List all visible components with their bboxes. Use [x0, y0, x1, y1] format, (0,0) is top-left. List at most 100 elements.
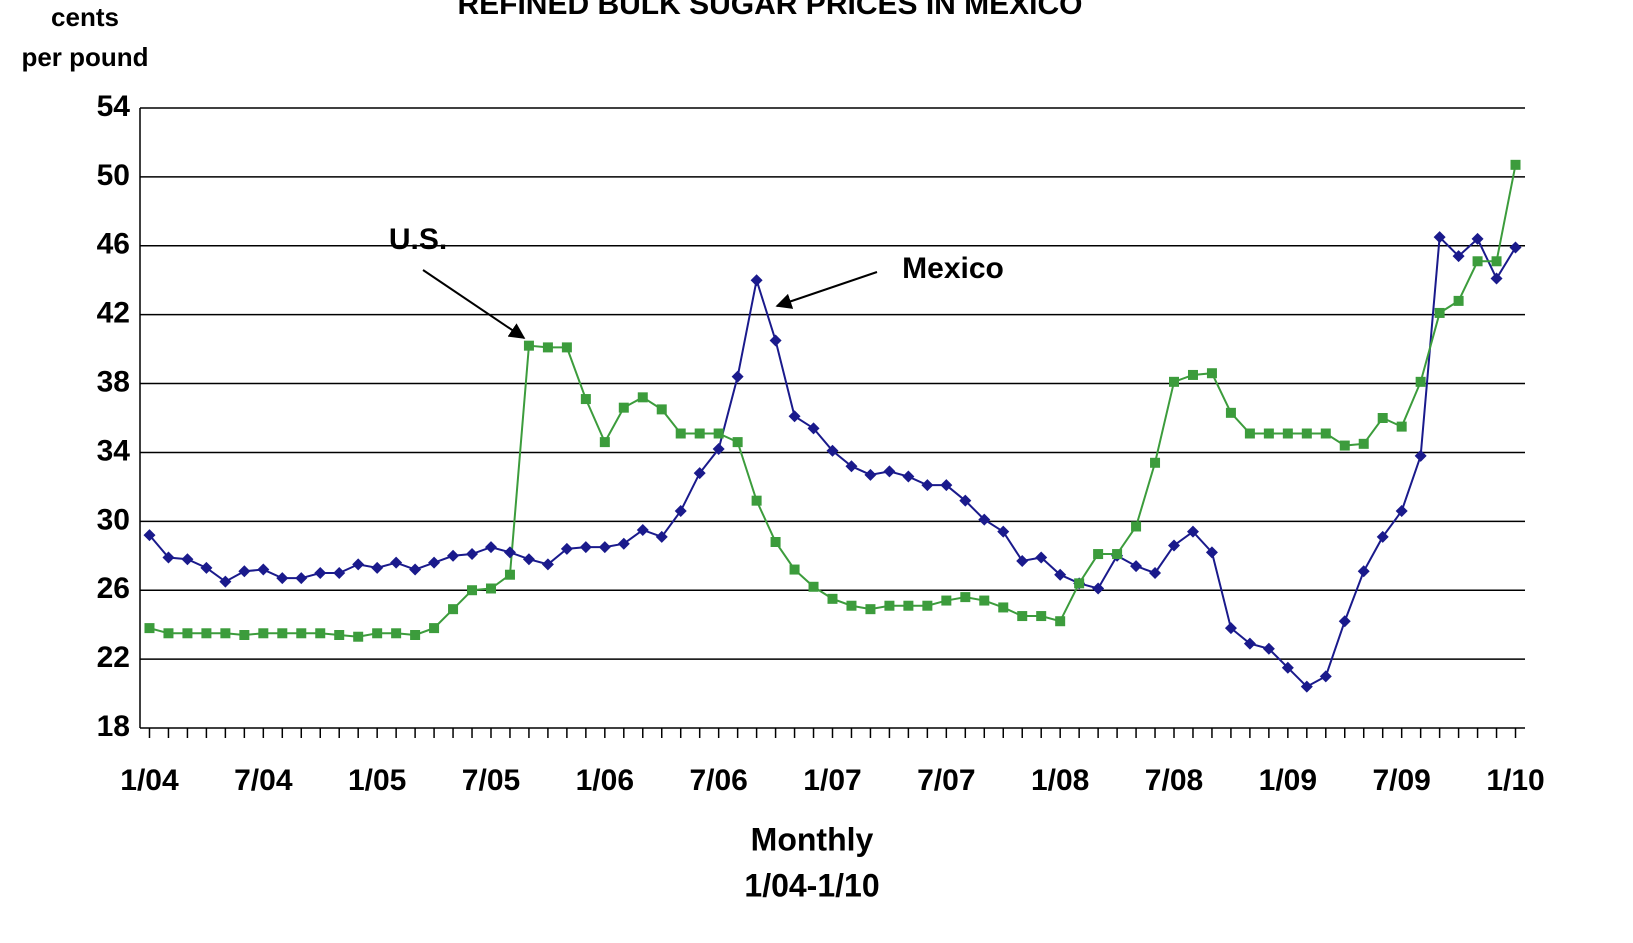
data-point	[353, 631, 364, 642]
data-point	[732, 437, 743, 448]
data-point	[694, 428, 705, 439]
data-point	[219, 575, 232, 588]
data-point	[143, 529, 156, 542]
data-point	[410, 630, 421, 640]
data-point	[902, 470, 915, 483]
data-point	[1377, 413, 1388, 423]
data-point	[258, 628, 269, 639]
data-point	[978, 513, 991, 526]
data-point	[1395, 505, 1408, 517]
x-tick-label: 7/06	[689, 764, 747, 797]
data-point	[541, 558, 554, 571]
data-point	[1433, 231, 1446, 244]
data-point	[1243, 637, 1256, 650]
data-point	[675, 428, 686, 439]
annotation: U.S.	[389, 223, 447, 256]
data-point	[1471, 232, 1484, 245]
data-point	[1150, 457, 1161, 468]
data-point	[789, 564, 800, 575]
y-tick-label: 54	[97, 90, 131, 123]
y-tick-label: 18	[97, 710, 130, 743]
data-point	[751, 495, 762, 506]
data-point	[1453, 295, 1464, 306]
data-point	[903, 600, 914, 611]
data-point	[979, 595, 990, 606]
data-point	[1112, 549, 1123, 560]
data-point	[846, 600, 857, 611]
data-point	[1301, 428, 1312, 439]
data-point	[1490, 272, 1503, 285]
data-point	[960, 592, 971, 603]
data-point	[560, 542, 573, 555]
data-point	[448, 604, 459, 615]
data-point	[181, 553, 194, 566]
x-tick-label: 1/10	[1486, 764, 1544, 797]
data-point	[467, 585, 478, 596]
y-tick-label: 46	[97, 228, 130, 261]
data-point	[1509, 241, 1522, 254]
data-point	[1017, 611, 1028, 622]
data-point	[940, 479, 953, 492]
data-point	[693, 467, 706, 480]
data-point	[409, 563, 422, 576]
data-point	[503, 546, 516, 559]
x-tick-label: 7/08	[1145, 764, 1203, 797]
data-point	[1396, 421, 1407, 432]
x-tick-label: 1/08	[1031, 764, 1089, 797]
x-tick-label: 7/04	[234, 764, 293, 797]
data-point	[315, 628, 326, 639]
y-tick-label: 30	[97, 503, 130, 536]
data-point	[1320, 428, 1331, 439]
data-point	[807, 422, 820, 435]
data-point	[314, 567, 327, 579]
data-point	[1168, 539, 1181, 552]
series-line	[148, 234, 1517, 688]
data-point	[1016, 554, 1029, 567]
annotation-arrow	[775, 271, 878, 309]
data-point	[296, 628, 307, 639]
data-point	[1434, 307, 1445, 318]
y-tick-label: 22	[97, 641, 130, 674]
data-point	[144, 623, 155, 634]
data-point	[1093, 549, 1104, 560]
data-point	[295, 572, 308, 585]
data-point	[580, 394, 591, 405]
data-point	[959, 494, 972, 507]
data-point	[808, 581, 819, 592]
data-point	[1244, 428, 1255, 439]
data-point	[1206, 368, 1217, 379]
annotation-arrow	[422, 269, 526, 339]
y-tick-label: 26	[97, 572, 130, 605]
data-point	[1338, 615, 1351, 628]
data-point	[485, 583, 496, 594]
data-point	[598, 541, 611, 554]
data-point	[884, 600, 895, 611]
data-point	[826, 444, 839, 457]
data-point	[257, 563, 270, 576]
data-point	[163, 628, 174, 639]
data-point	[1035, 551, 1048, 564]
data-point	[656, 404, 667, 415]
data-point	[864, 468, 877, 481]
data-point	[1224, 622, 1237, 635]
data-point	[1357, 565, 1370, 578]
data-point	[941, 595, 952, 606]
data-point	[1036, 611, 1047, 622]
data-point	[769, 334, 782, 347]
data-point	[447, 549, 460, 562]
data-point	[1262, 642, 1275, 655]
data-point	[428, 556, 441, 569]
data-point	[182, 628, 193, 639]
y-tick-label: 34	[97, 434, 131, 467]
data-point	[1472, 256, 1483, 267]
data-point	[239, 630, 250, 640]
data-point	[788, 410, 801, 423]
data-point	[750, 274, 763, 287]
data-point	[618, 402, 629, 413]
data-point	[865, 604, 876, 615]
chart-title: REFINED BULK SUGAR PRICES IN MEXICO	[457, 0, 1082, 21]
data-point	[333, 567, 346, 579]
data-point	[372, 628, 383, 639]
data-point	[1491, 256, 1502, 267]
y-tick-label: 38	[97, 365, 130, 398]
